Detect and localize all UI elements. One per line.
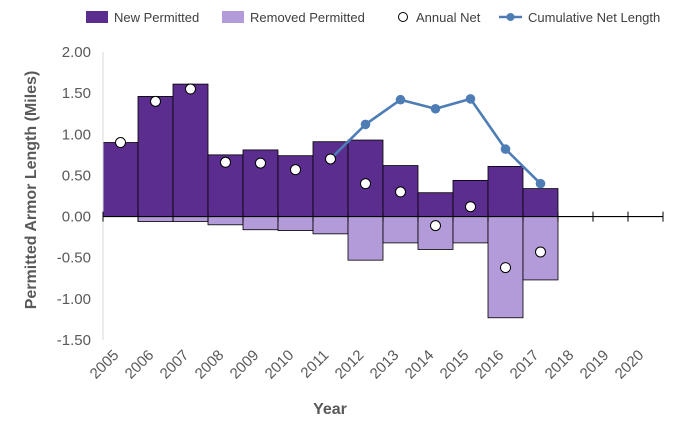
x-tick-label-2006: 2006 bbox=[122, 347, 158, 383]
legend-swatch-new-permitted bbox=[86, 11, 108, 23]
cumulative-net-point-2014 bbox=[430, 103, 441, 114]
legend-label-removed-permitted: Removed Permitted bbox=[250, 10, 365, 25]
annual-net-point-2009 bbox=[255, 157, 266, 169]
legend-label-annual-net: Annual Net bbox=[416, 10, 481, 25]
x-tick-label-2018: 2018 bbox=[542, 347, 578, 383]
x-tick-label-2016: 2016 bbox=[472, 347, 508, 383]
removed-permitted-bar-2008 bbox=[207, 216, 244, 226]
legend-marker-annual-net bbox=[398, 12, 408, 22]
legend-label-cumulative-net-length: Cumulative Net Length bbox=[528, 10, 660, 25]
annual-net-point-2011 bbox=[325, 153, 336, 165]
x-tick-label-2017: 2017 bbox=[507, 347, 543, 383]
new-permitted-bar-2014 bbox=[417, 192, 454, 217]
y-tick-label: 1.00 bbox=[62, 126, 91, 143]
cumulative-net-point-2016 bbox=[500, 144, 511, 154]
annual-net-point-2012 bbox=[360, 178, 371, 190]
y-tick-label: 0.50 bbox=[62, 167, 91, 184]
legend-swatch-removed-permitted bbox=[222, 11, 244, 23]
x-tick-label-2009: 2009 bbox=[227, 347, 263, 383]
y-tick-label: 1.50 bbox=[62, 85, 91, 102]
points-layer bbox=[115, 83, 546, 274]
removed-permitted-bar-2006 bbox=[137, 216, 174, 222]
new-permitted-bar-2006 bbox=[137, 96, 174, 217]
legend: New Permitted Removed Permitted Annual Net… bbox=[86, 10, 660, 25]
new-permitted-bar-2007 bbox=[172, 83, 209, 217]
y-tick-label: -0.50 bbox=[57, 250, 91, 267]
annual-net-point-2010 bbox=[290, 164, 301, 176]
x-tick-label-2020: 2020 bbox=[612, 347, 648, 383]
new-permitted-bar-2016 bbox=[487, 165, 524, 217]
y-tick-label: 2.00 bbox=[62, 44, 91, 61]
removed-permitted-bar-2010 bbox=[277, 216, 314, 231]
new-permitted-bar-2005 bbox=[102, 142, 139, 217]
cumulative-net-point-2012 bbox=[360, 119, 371, 130]
y-tick-labels: -1.50 -1.00 -0.50 0.00 0.50 1.00 1.50 2.00 bbox=[57, 44, 91, 349]
removed-permitted-bar-2016 bbox=[487, 216, 524, 319]
axes-layer bbox=[102, 52, 664, 340]
x-tick-label-2013: 2013 bbox=[367, 347, 403, 383]
bars-layer bbox=[102, 83, 559, 319]
y-tick-label: 0.00 bbox=[62, 209, 91, 226]
y-tick-label: -1.00 bbox=[57, 291, 91, 308]
annual-net-point-2017 bbox=[535, 246, 546, 258]
x-tick-label-2005: 2005 bbox=[87, 347, 123, 383]
x-tick-label-2015: 2015 bbox=[437, 347, 473, 383]
removed-permitted-bar-2012 bbox=[347, 216, 384, 261]
cumulative-net-point-2013 bbox=[395, 94, 406, 105]
annual-net-point-2005 bbox=[115, 137, 126, 149]
cumulative-net-point-2017 bbox=[535, 178, 546, 189]
new-permitted-bar-2011 bbox=[312, 141, 349, 217]
x-tick-label-2011: 2011 bbox=[297, 347, 332, 382]
annual-net-point-2015 bbox=[465, 201, 476, 213]
legend-label-new-permitted: New Permitted bbox=[114, 10, 199, 25]
annual-net-point-2007 bbox=[185, 83, 196, 95]
removed-permitted-bar-2015 bbox=[452, 216, 489, 244]
legend-marker-cumulative-net bbox=[506, 13, 515, 21]
annual-net-point-2014 bbox=[430, 220, 441, 232]
removed-permitted-bar-2007 bbox=[172, 216, 209, 222]
cumulative-net-point-2015 bbox=[465, 94, 476, 104]
x-axis-title: Year bbox=[313, 401, 347, 418]
x-tick-labels: 2005 2006 2007 2008 2009 2010 2011 2012 2013 2014… bbox=[87, 347, 648, 383]
x-tick-label-2010: 2010 bbox=[262, 347, 298, 383]
x-tick-label-2019: 2019 bbox=[577, 347, 613, 383]
removed-permitted-bar-2011 bbox=[312, 216, 349, 235]
x-tick-label-2008: 2008 bbox=[192, 347, 228, 383]
annual-net-point-2013 bbox=[395, 186, 406, 198]
x-tick-label-2014: 2014 bbox=[402, 347, 438, 383]
annual-net-point-2006 bbox=[150, 95, 161, 107]
x-tick-label-2007: 2007 bbox=[157, 347, 193, 383]
annual-net-point-2016 bbox=[500, 262, 511, 274]
y-axis-title: Permitted Armor Length (Miles) bbox=[23, 71, 40, 310]
new-permitted-bar-2017 bbox=[522, 188, 559, 217]
annual-net-point-2008 bbox=[220, 156, 231, 168]
removed-permitted-bar-2009 bbox=[242, 216, 279, 231]
removed-permitted-bar-2013 bbox=[382, 216, 419, 244]
x-tick-label-2012: 2012 bbox=[332, 347, 368, 383]
y-tick-label: -1.50 bbox=[57, 332, 91, 349]
